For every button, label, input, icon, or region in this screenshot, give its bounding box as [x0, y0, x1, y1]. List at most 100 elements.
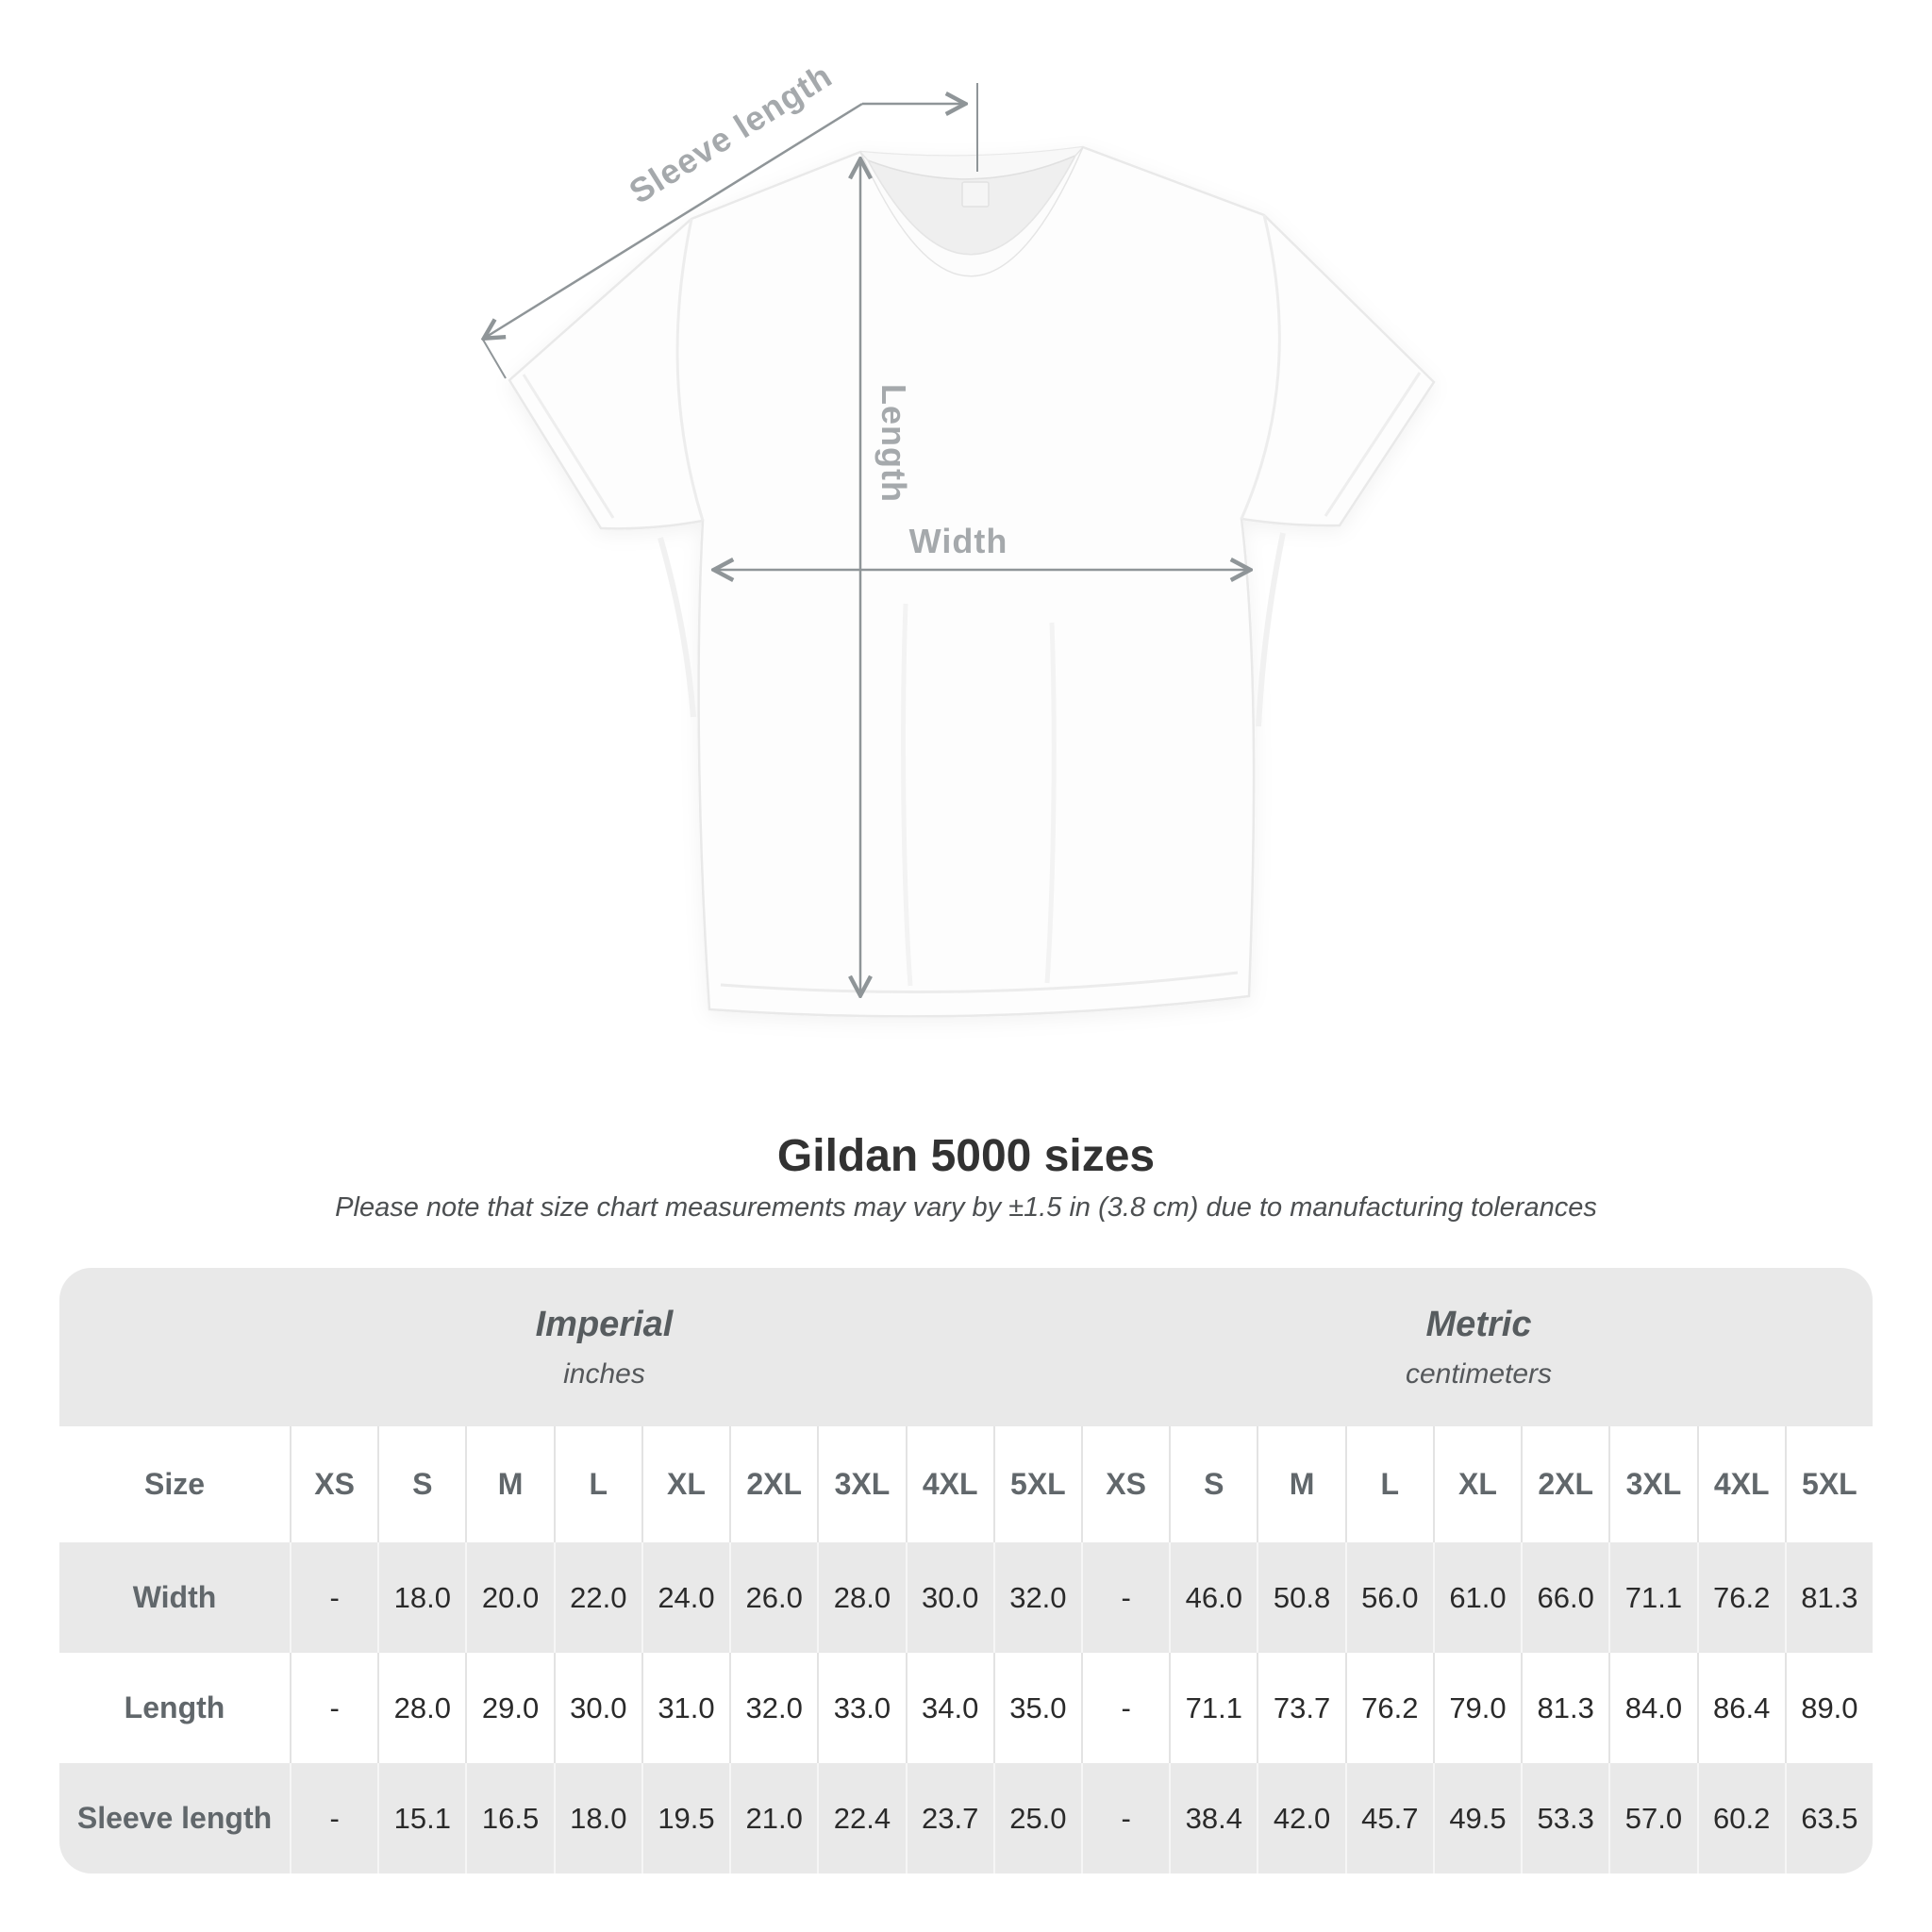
data-cell: 71.1 — [1608, 1542, 1696, 1653]
size-header-label: Size — [143, 1467, 206, 1501]
data-cell: 50.8 — [1257, 1542, 1344, 1653]
sleeve-length-leader — [482, 339, 507, 379]
tshirt-graphic — [508, 145, 1436, 1018]
data-cell: 66.0 — [1521, 1542, 1608, 1653]
unit-group-imperial: Imperial inches — [59, 1268, 1085, 1426]
size-header-row: Size XS S M L XL 2XL 3XL 4XL 5XL XS S M … — [59, 1426, 1873, 1542]
table-row-length: Length - 28.0 29.0 30.0 31.0 32.0 33.0 3… — [59, 1653, 1873, 1763]
size-col-header: 5XL — [992, 1426, 1081, 1542]
right-cuff-stitch — [1324, 372, 1422, 517]
data-cell: 57.0 — [1608, 1763, 1696, 1874]
dimension-lines — [483, 83, 1249, 994]
size-col-header: M — [465, 1426, 553, 1542]
row-label: Length — [124, 1690, 225, 1724]
wrinkle — [901, 603, 913, 987]
metric-unit-label: centimeters — [1405, 1357, 1553, 1390]
data-cell: 49.5 — [1432, 1763, 1521, 1874]
data-cell: 76.2 — [1696, 1542, 1785, 1653]
size-col-header: S — [377, 1426, 465, 1542]
data-cell: 81.3 — [1521, 1653, 1608, 1763]
unit-header-band: Imperial inches Metric centimeters — [59, 1268, 1873, 1426]
data-cell: 15.1 — [377, 1763, 465, 1874]
width-label: Width — [909, 522, 1008, 560]
left-cuff-stitch — [522, 374, 615, 519]
data-cell: 81.3 — [1784, 1542, 1873, 1653]
data-cell: - — [1080, 1653, 1169, 1763]
size-col-header: L — [553, 1426, 641, 1542]
wrinkle — [1044, 622, 1057, 984]
data-cell: 29.0 — [465, 1653, 553, 1763]
data-cell: 24.0 — [641, 1542, 729, 1653]
data-cell: 22.4 — [817, 1763, 905, 1874]
data-cell: 18.0 — [553, 1763, 641, 1874]
table-row-width: Width - 18.0 20.0 22.0 24.0 26.0 28.0 30… — [59, 1542, 1873, 1653]
size-chart-table: Imperial inches Metric centimeters Size … — [59, 1268, 1873, 1874]
size-col-header: 4XL — [905, 1426, 993, 1542]
size-col-header: 5XL — [1784, 1426, 1873, 1542]
data-cell: 56.0 — [1344, 1542, 1433, 1653]
wrinkle — [1256, 532, 1286, 727]
data-cell: 38.4 — [1169, 1763, 1257, 1874]
data-cell: 28.0 — [817, 1542, 905, 1653]
data-cell: 30.0 — [553, 1653, 641, 1763]
data-cell: 21.0 — [729, 1763, 817, 1874]
data-cell: 42.0 — [1257, 1763, 1344, 1874]
left-armhole-seam — [675, 218, 705, 522]
data-cell: - — [290, 1542, 377, 1653]
data-cell: 19.5 — [641, 1763, 729, 1874]
size-col-header: XL — [641, 1426, 729, 1542]
size-col-header: M — [1257, 1426, 1344, 1542]
size-col-header: 2XL — [1521, 1426, 1608, 1542]
data-cell: 76.2 — [1344, 1653, 1433, 1763]
data-cell: - — [290, 1653, 377, 1763]
size-col-header: L — [1344, 1426, 1433, 1542]
data-cell: - — [1080, 1763, 1169, 1874]
size-col-header: XL — [1432, 1426, 1521, 1542]
size-col-header: 2XL — [729, 1426, 817, 1542]
right-armhole-seam — [1240, 214, 1281, 520]
data-cell: 73.7 — [1257, 1653, 1344, 1763]
wrinkle — [658, 537, 696, 718]
size-col-header: 4XL — [1696, 1426, 1785, 1542]
data-cell: 89.0 — [1784, 1653, 1873, 1763]
data-cell: 60.2 — [1696, 1763, 1785, 1874]
tshirt-body — [508, 145, 1436, 1018]
data-cell: 30.0 — [905, 1542, 993, 1653]
data-cell: 34.0 — [905, 1653, 993, 1763]
data-cell: - — [1080, 1542, 1169, 1653]
row-label: Width — [132, 1580, 217, 1614]
data-cell: 45.7 — [1344, 1763, 1433, 1874]
data-cell: 28.0 — [377, 1653, 465, 1763]
tshirt-diagram: Sleeve length Length Width — [0, 56, 1436, 1018]
collar-front-band — [859, 146, 1084, 277]
table-row-sleeve-length: Sleeve length - 15.1 16.5 18.0 19.5 21.0… — [59, 1763, 1873, 1874]
data-cell: 32.0 — [992, 1542, 1081, 1653]
data-cell: 79.0 — [1432, 1653, 1521, 1763]
neck-tag — [961, 181, 990, 208]
data-cell: 71.1 — [1169, 1653, 1257, 1763]
data-cell: 22.0 — [553, 1542, 641, 1653]
data-cell: 32.0 — [729, 1653, 817, 1763]
size-col-header: XS — [290, 1426, 377, 1542]
length-label: Length — [874, 384, 913, 503]
size-col-header: XS — [1080, 1426, 1169, 1542]
data-cell: 86.4 — [1696, 1653, 1785, 1763]
size-col-header: 3XL — [817, 1426, 905, 1542]
data-cell: 35.0 — [992, 1653, 1081, 1763]
imperial-unit-label: inches — [563, 1357, 645, 1390]
size-col-header: S — [1169, 1426, 1257, 1542]
page-title: Gildan 5000 sizes — [776, 1131, 1156, 1181]
data-cell: - — [290, 1763, 377, 1874]
data-cell: 53.3 — [1521, 1763, 1608, 1874]
data-cell: 33.0 — [817, 1653, 905, 1763]
data-cell: 84.0 — [1608, 1653, 1696, 1763]
imperial-label: Imperial — [535, 1304, 674, 1344]
data-cell: 23.7 — [905, 1763, 993, 1874]
row-label: Sleeve length — [76, 1801, 273, 1835]
size-col-header: 3XL — [1608, 1426, 1696, 1542]
metric-label: Metric — [1425, 1304, 1532, 1344]
data-cell: 16.5 — [465, 1763, 553, 1874]
data-cell: 20.0 — [465, 1542, 553, 1653]
unit-group-metric: Metric centimeters — [1085, 1268, 1873, 1426]
data-cell: 61.0 — [1432, 1542, 1521, 1653]
